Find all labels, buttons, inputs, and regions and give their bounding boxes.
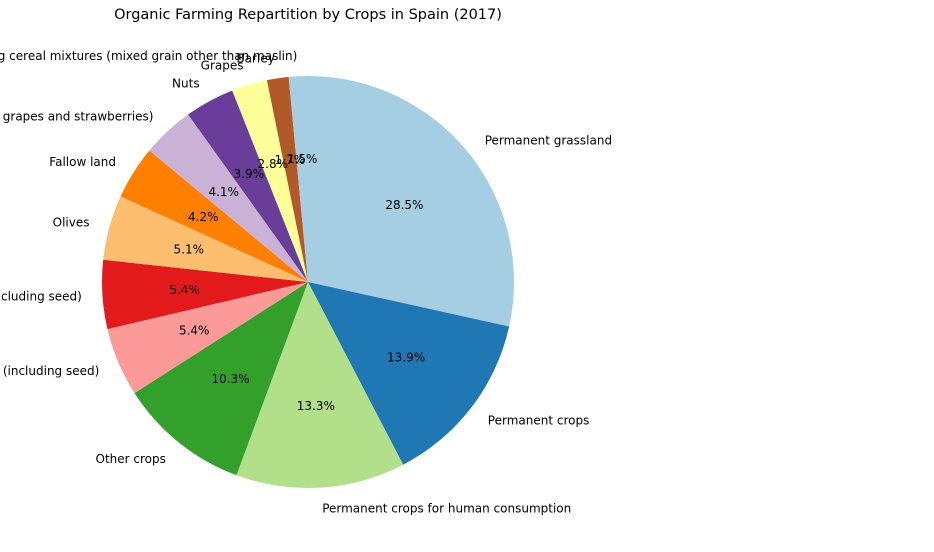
slice-percent-label: 3.9% — [234, 167, 265, 181]
chart-title: Organic Farming Repartition by Crops in … — [114, 7, 502, 23]
pie-slice — [308, 76, 515, 327]
slice-category-label: Permanent crops — [488, 413, 590, 427]
pie-slice — [188, 90, 308, 282]
slice-category-label: Cereals (excluding rice) for the product… — [0, 289, 82, 303]
slice-percent-label: 5.1% — [174, 243, 205, 257]
pie-slice — [266, 76, 308, 282]
pie-slice — [288, 76, 308, 282]
pie-slice — [308, 282, 510, 465]
slice-category-label: Nuts — [172, 77, 200, 91]
slice-percent-label: 1.7% — [275, 153, 306, 167]
pie-slice — [103, 196, 309, 282]
slice-percent-label: 5.4% — [169, 283, 200, 297]
pie-slice — [232, 80, 308, 282]
slice-category-label: Barley — [236, 51, 274, 65]
pie-slice — [102, 259, 308, 330]
pie-slice — [236, 282, 404, 488]
slice-category-label: Cereals for the production of grain (inc… — [0, 364, 99, 378]
pie-slice — [149, 114, 308, 282]
slice-percent-label: 2.8% — [258, 157, 289, 171]
pie-slices — [102, 76, 515, 488]
category-labels: Permanent grassland Permanent crops Perman… — [0, 49, 612, 516]
slice-category-label: Oats and spring cereal mixtures (mixed g… — [0, 49, 297, 63]
percent-labels: 28.5% 13.9% 13.3% 10.3% 5.4% 5.4% 5.1% 4.2% 4.1%… — [169, 152, 425, 413]
slice-category-label: Permanent crops for human consumption — [322, 502, 571, 516]
pie-slice — [120, 150, 309, 282]
slice-percent-label: 13.9% — [387, 351, 425, 365]
slice-percent-label: 28.5% — [385, 198, 423, 212]
slice-percent-label: 1.5% — [287, 152, 318, 166]
pie-slice — [134, 282, 308, 476]
slice-category-label: Grapes — [201, 58, 244, 72]
slice-percent-label: 4.2% — [188, 210, 219, 224]
slice-percent-label: 4.1% — [208, 185, 239, 199]
slice-percent-label: 13.3% — [297, 399, 335, 413]
slice-category-label: Other crops — [96, 452, 166, 466]
slice-category-label: Olives — [53, 215, 90, 229]
slice-percent-label: 5.4% — [179, 324, 210, 338]
slice-category-label: Permanent grassland — [485, 134, 612, 148]
slice-category-label: Fallow land — [49, 155, 116, 169]
pie-slice — [107, 282, 309, 394]
slice-percent-label: 10.3% — [211, 372, 249, 386]
slice-category-label: Fruits, berries and nuts (excluding citr… — [0, 110, 154, 124]
